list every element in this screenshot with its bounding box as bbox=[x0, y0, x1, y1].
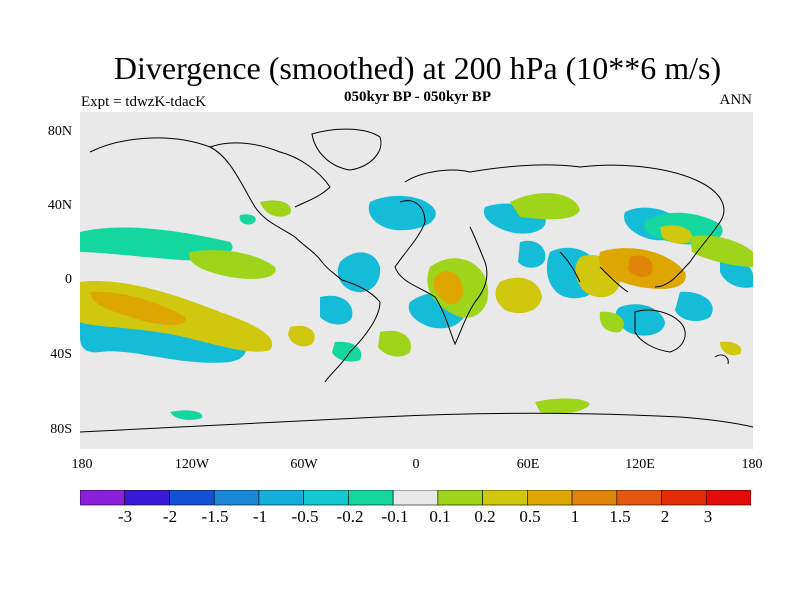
colorbar-cell bbox=[661, 490, 707, 506]
colorbar-cell bbox=[303, 490, 349, 506]
coastlines bbox=[80, 128, 753, 433]
colorbar-cell bbox=[124, 490, 170, 506]
lon-tick-0: 0 bbox=[412, 457, 420, 472]
colorbar-cell bbox=[258, 490, 304, 506]
subtitle: 050kyr BP - 050kyr BP bbox=[344, 89, 491, 105]
colorbar-cell bbox=[348, 490, 394, 506]
colorbar-label: 1.5 bbox=[609, 507, 631, 526]
colorbar-cell bbox=[213, 490, 260, 506]
colorbar-label: 0.1 bbox=[429, 507, 451, 526]
colorbar-label: 0.5 bbox=[519, 507, 541, 526]
lat-tick-40s: 40S bbox=[50, 347, 72, 362]
colorbar-label: 2 bbox=[660, 507, 670, 526]
colorbar-label: -3 bbox=[117, 507, 133, 526]
colorbar-cell bbox=[571, 490, 618, 506]
lat-tick-80n: 80N bbox=[47, 124, 72, 139]
lon-tick-120e: 120E bbox=[625, 457, 655, 472]
colorbar bbox=[80, 490, 751, 506]
colorbar-label: -0.1 bbox=[381, 507, 409, 526]
colorbar-label: -0.2 bbox=[336, 507, 364, 526]
lon-tick-60w: 60W bbox=[290, 457, 318, 472]
positive-divergence-regions bbox=[80, 193, 753, 415]
colorbar-label: 0.2 bbox=[474, 507, 496, 526]
lat-tick-40n: 40N bbox=[47, 198, 72, 213]
lat-tick-0: 0 bbox=[65, 272, 72, 287]
colorbar-label: 1 bbox=[570, 507, 580, 526]
colorbar-cell bbox=[616, 490, 662, 506]
lon-tick-60e: 60E bbox=[516, 457, 540, 472]
colorbar-label: -1.5 bbox=[201, 507, 229, 526]
colorbar-label: -0.5 bbox=[291, 507, 319, 526]
lat-tick-80s: 80S bbox=[50, 422, 72, 437]
colorbar-cell bbox=[80, 490, 126, 506]
experiment-label: Expt = tdwzK-tdacK bbox=[81, 94, 207, 110]
season-label: ANN bbox=[719, 92, 753, 108]
page-title: Divergence (smoothed) at 200 hPa (10**6 … bbox=[113, 50, 722, 86]
colorbar-label: -2 bbox=[162, 507, 178, 526]
lon-tick-180w: 180 bbox=[71, 457, 93, 472]
colorbar-label: -1 bbox=[252, 507, 268, 526]
colorbar-label: 3 bbox=[703, 507, 713, 526]
colorbar-cells bbox=[80, 490, 751, 506]
colorbar-cell bbox=[705, 490, 751, 506]
colorbar-cell bbox=[169, 490, 215, 506]
colorbar-cell bbox=[437, 490, 483, 506]
lon-tick-180e: 180 bbox=[741, 457, 763, 472]
colorbar-cell bbox=[527, 490, 573, 506]
colorbar-cell bbox=[392, 490, 439, 506]
divergence-map bbox=[80, 112, 753, 449]
colorbar-cell bbox=[482, 490, 528, 506]
lon-tick-120w: 120W bbox=[174, 457, 210, 472]
